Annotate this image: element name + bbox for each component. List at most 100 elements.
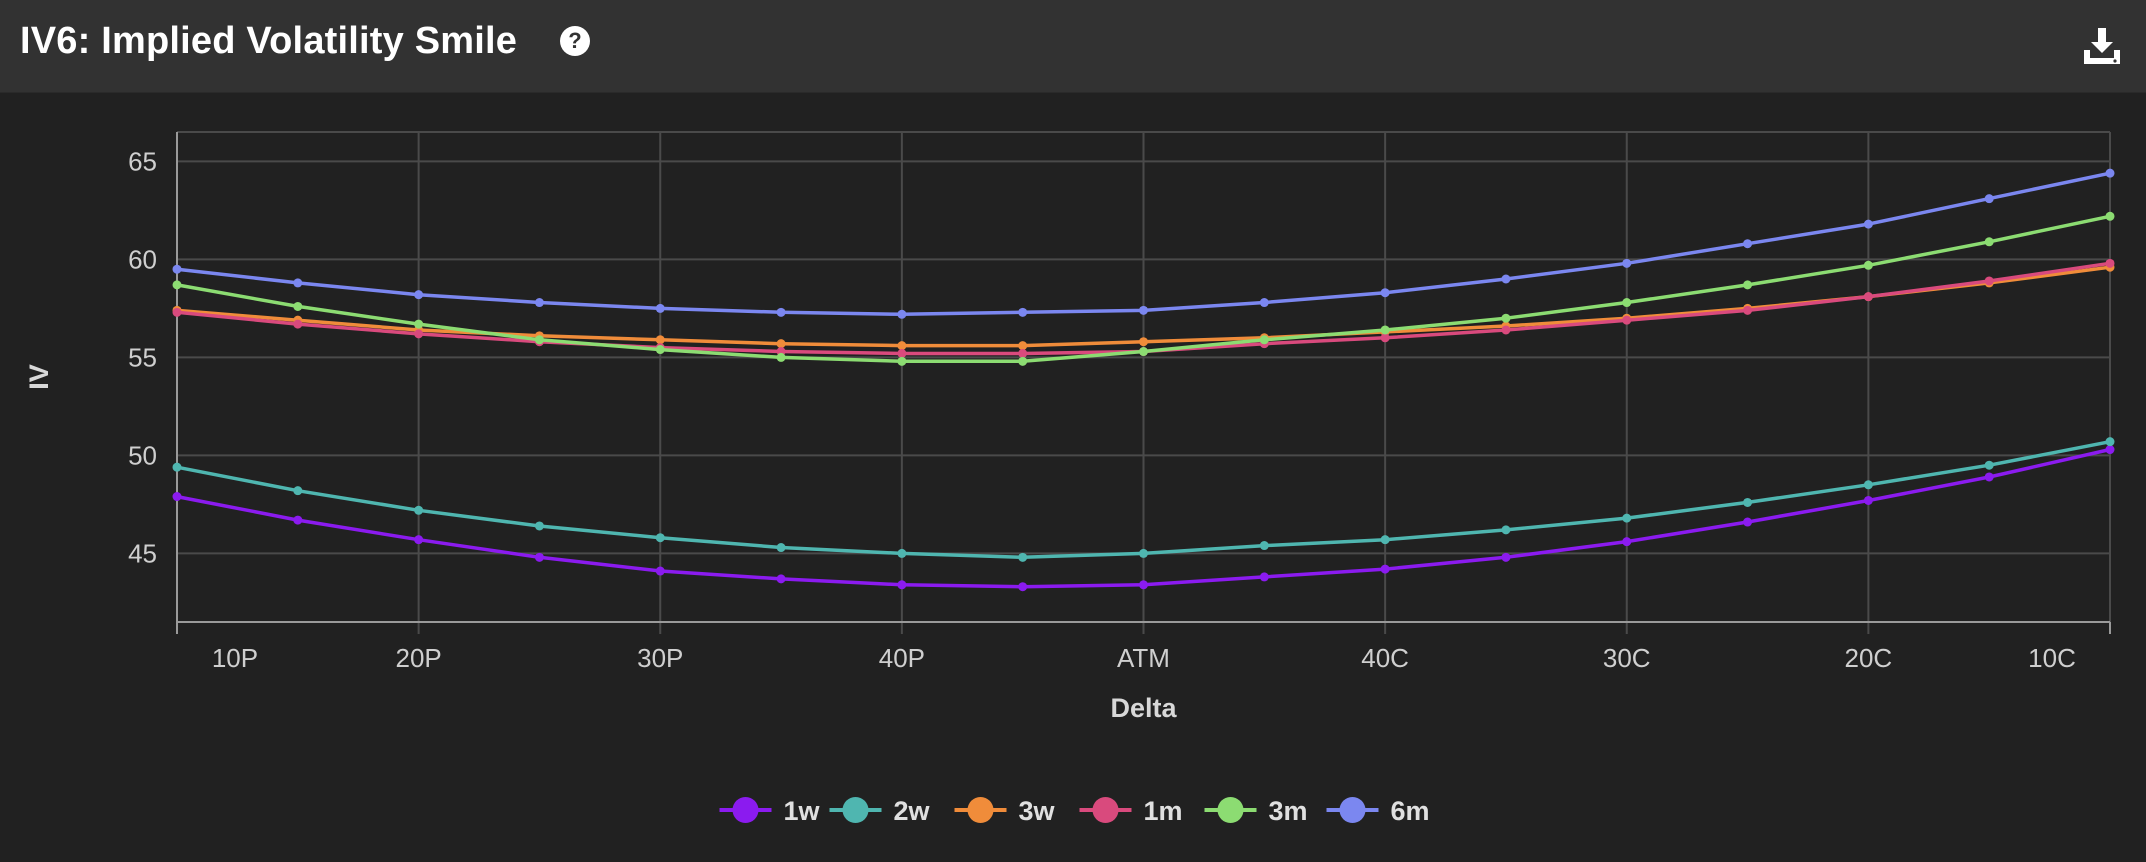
data-point-3m — [1743, 280, 1753, 290]
data-point-1w — [1139, 580, 1148, 590]
x-axis-title: Delta — [1110, 693, 1177, 723]
legend-item-1w[interactable]: 1w — [719, 796, 821, 826]
data-point-2w — [1743, 497, 1753, 507]
data-point-6m — [655, 303, 665, 313]
x-tick-label: 20C — [1845, 643, 1893, 673]
data-point-6m — [1501, 274, 1511, 284]
data-point-1w — [1501, 552, 1511, 562]
data-point-2w — [534, 521, 544, 531]
data-point-3m — [1018, 356, 1028, 366]
series-2w — [172, 437, 2115, 562]
data-point-1w — [1018, 582, 1028, 592]
data-point-2w — [1380, 535, 1390, 545]
data-point-3m — [1259, 335, 1269, 345]
data-point-1m — [1380, 333, 1390, 343]
legend-item-6m[interactable]: 6m — [1326, 796, 1430, 826]
chart-title: IV6: Implied Volatility Smile — [20, 20, 518, 62]
data-point-1m — [1018, 348, 1028, 358]
data-point-1m — [897, 348, 907, 358]
data-point-2w — [776, 543, 786, 553]
data-point-2w — [655, 533, 665, 543]
data-point-2w — [414, 505, 424, 515]
data-point-3m — [655, 345, 665, 355]
question-circle-icon[interactable]: ? — [560, 26, 590, 56]
data-point-6m — [414, 290, 424, 300]
data-point-2w — [897, 548, 907, 558]
data-point-1m — [1743, 305, 1753, 315]
data-point-6m — [897, 309, 907, 319]
data-point-1w — [1380, 564, 1390, 574]
data-point-1w — [534, 552, 544, 562]
data-point-1w — [897, 580, 907, 590]
data-point-3m — [2105, 211, 2115, 221]
x-tick-label: 30P — [637, 643, 683, 673]
data-point-3w — [776, 339, 786, 349]
panel-header: IV6: Implied Volatility Smile ? — [0, 0, 2146, 93]
data-point-1m — [1622, 315, 1632, 325]
data-point-3w — [897, 341, 907, 351]
x-tick-label: 20P — [395, 643, 441, 673]
data-point-1m — [414, 329, 424, 339]
y-tick-label: 45 — [128, 538, 157, 568]
data-point-3m — [414, 319, 424, 329]
legend-label: 2w — [894, 796, 931, 826]
download-icon[interactable] — [2080, 24, 2124, 68]
legend-item-3m[interactable]: 3m — [1204, 796, 1308, 826]
data-point-1m — [2105, 258, 2115, 268]
x-tick-label: 30C — [1603, 643, 1651, 673]
data-point-6m — [1018, 307, 1028, 317]
data-point-2w — [2105, 437, 2115, 447]
data-point-6m — [1380, 288, 1390, 298]
data-point-3w — [1139, 337, 1148, 347]
legend-item-2w[interactable]: 2w — [829, 796, 931, 826]
data-point-2w — [1501, 525, 1511, 535]
x-tick-label: 10C — [2028, 643, 2076, 673]
data-point-1m — [293, 319, 303, 329]
data-point-6m — [1984, 194, 1994, 204]
data-point-6m — [2105, 168, 2115, 178]
legend-marker — [1092, 797, 1119, 823]
data-point-3m — [1863, 260, 1873, 270]
data-point-3m — [1380, 325, 1390, 335]
data-point-1m — [1501, 325, 1511, 335]
data-point-3m — [1622, 298, 1632, 308]
series-6m — [172, 168, 2115, 319]
y-tick-label: 60 — [128, 244, 157, 274]
legend-marker — [732, 797, 759, 823]
legend-item-1m[interactable]: 1m — [1079, 796, 1183, 826]
legend-marker — [1217, 797, 1244, 823]
y-tick-label: 55 — [128, 342, 157, 372]
data-point-6m — [172, 264, 182, 274]
data-point-1m — [1984, 276, 1994, 286]
data-point-1m — [172, 307, 182, 317]
data-point-6m — [1863, 219, 1873, 229]
data-point-2w — [293, 486, 303, 496]
data-point-2w — [172, 462, 182, 472]
data-point-2w — [1863, 480, 1873, 490]
legend-item-3w[interactable]: 3w — [954, 796, 1056, 826]
data-point-2w — [1622, 513, 1632, 523]
data-point-2w — [1139, 548, 1148, 558]
series-3m — [172, 211, 2115, 366]
series-1w — [172, 445, 2115, 592]
data-point-3m — [172, 280, 182, 290]
legend-marker — [842, 797, 869, 823]
data-point-3m — [897, 356, 907, 366]
legend-marker — [1339, 797, 1366, 823]
y-axis-title: IV — [24, 364, 54, 390]
data-point-6m — [1139, 305, 1148, 315]
data-point-1w — [1259, 572, 1269, 582]
data-point-3m — [293, 301, 303, 311]
y-tick-label: 65 — [128, 146, 157, 176]
legend-label: 6m — [1391, 796, 1430, 826]
data-point-2w — [1984, 460, 1994, 470]
iv-smile-chart: 45 50 55 60 65 10P 20P 30P 40P ATM 40C 30C 20C 10C Del… — [24, 131, 2115, 826]
data-point-3m — [776, 352, 786, 362]
data-point-1m — [1863, 292, 1873, 302]
legend-label: 1m — [1144, 796, 1183, 826]
data-point-6m — [1622, 258, 1632, 268]
data-point-1w — [1863, 495, 1873, 505]
x-tick-label: ATM — [1117, 643, 1170, 673]
data-point-2w — [1018, 552, 1028, 562]
data-point-1w — [1622, 537, 1632, 547]
